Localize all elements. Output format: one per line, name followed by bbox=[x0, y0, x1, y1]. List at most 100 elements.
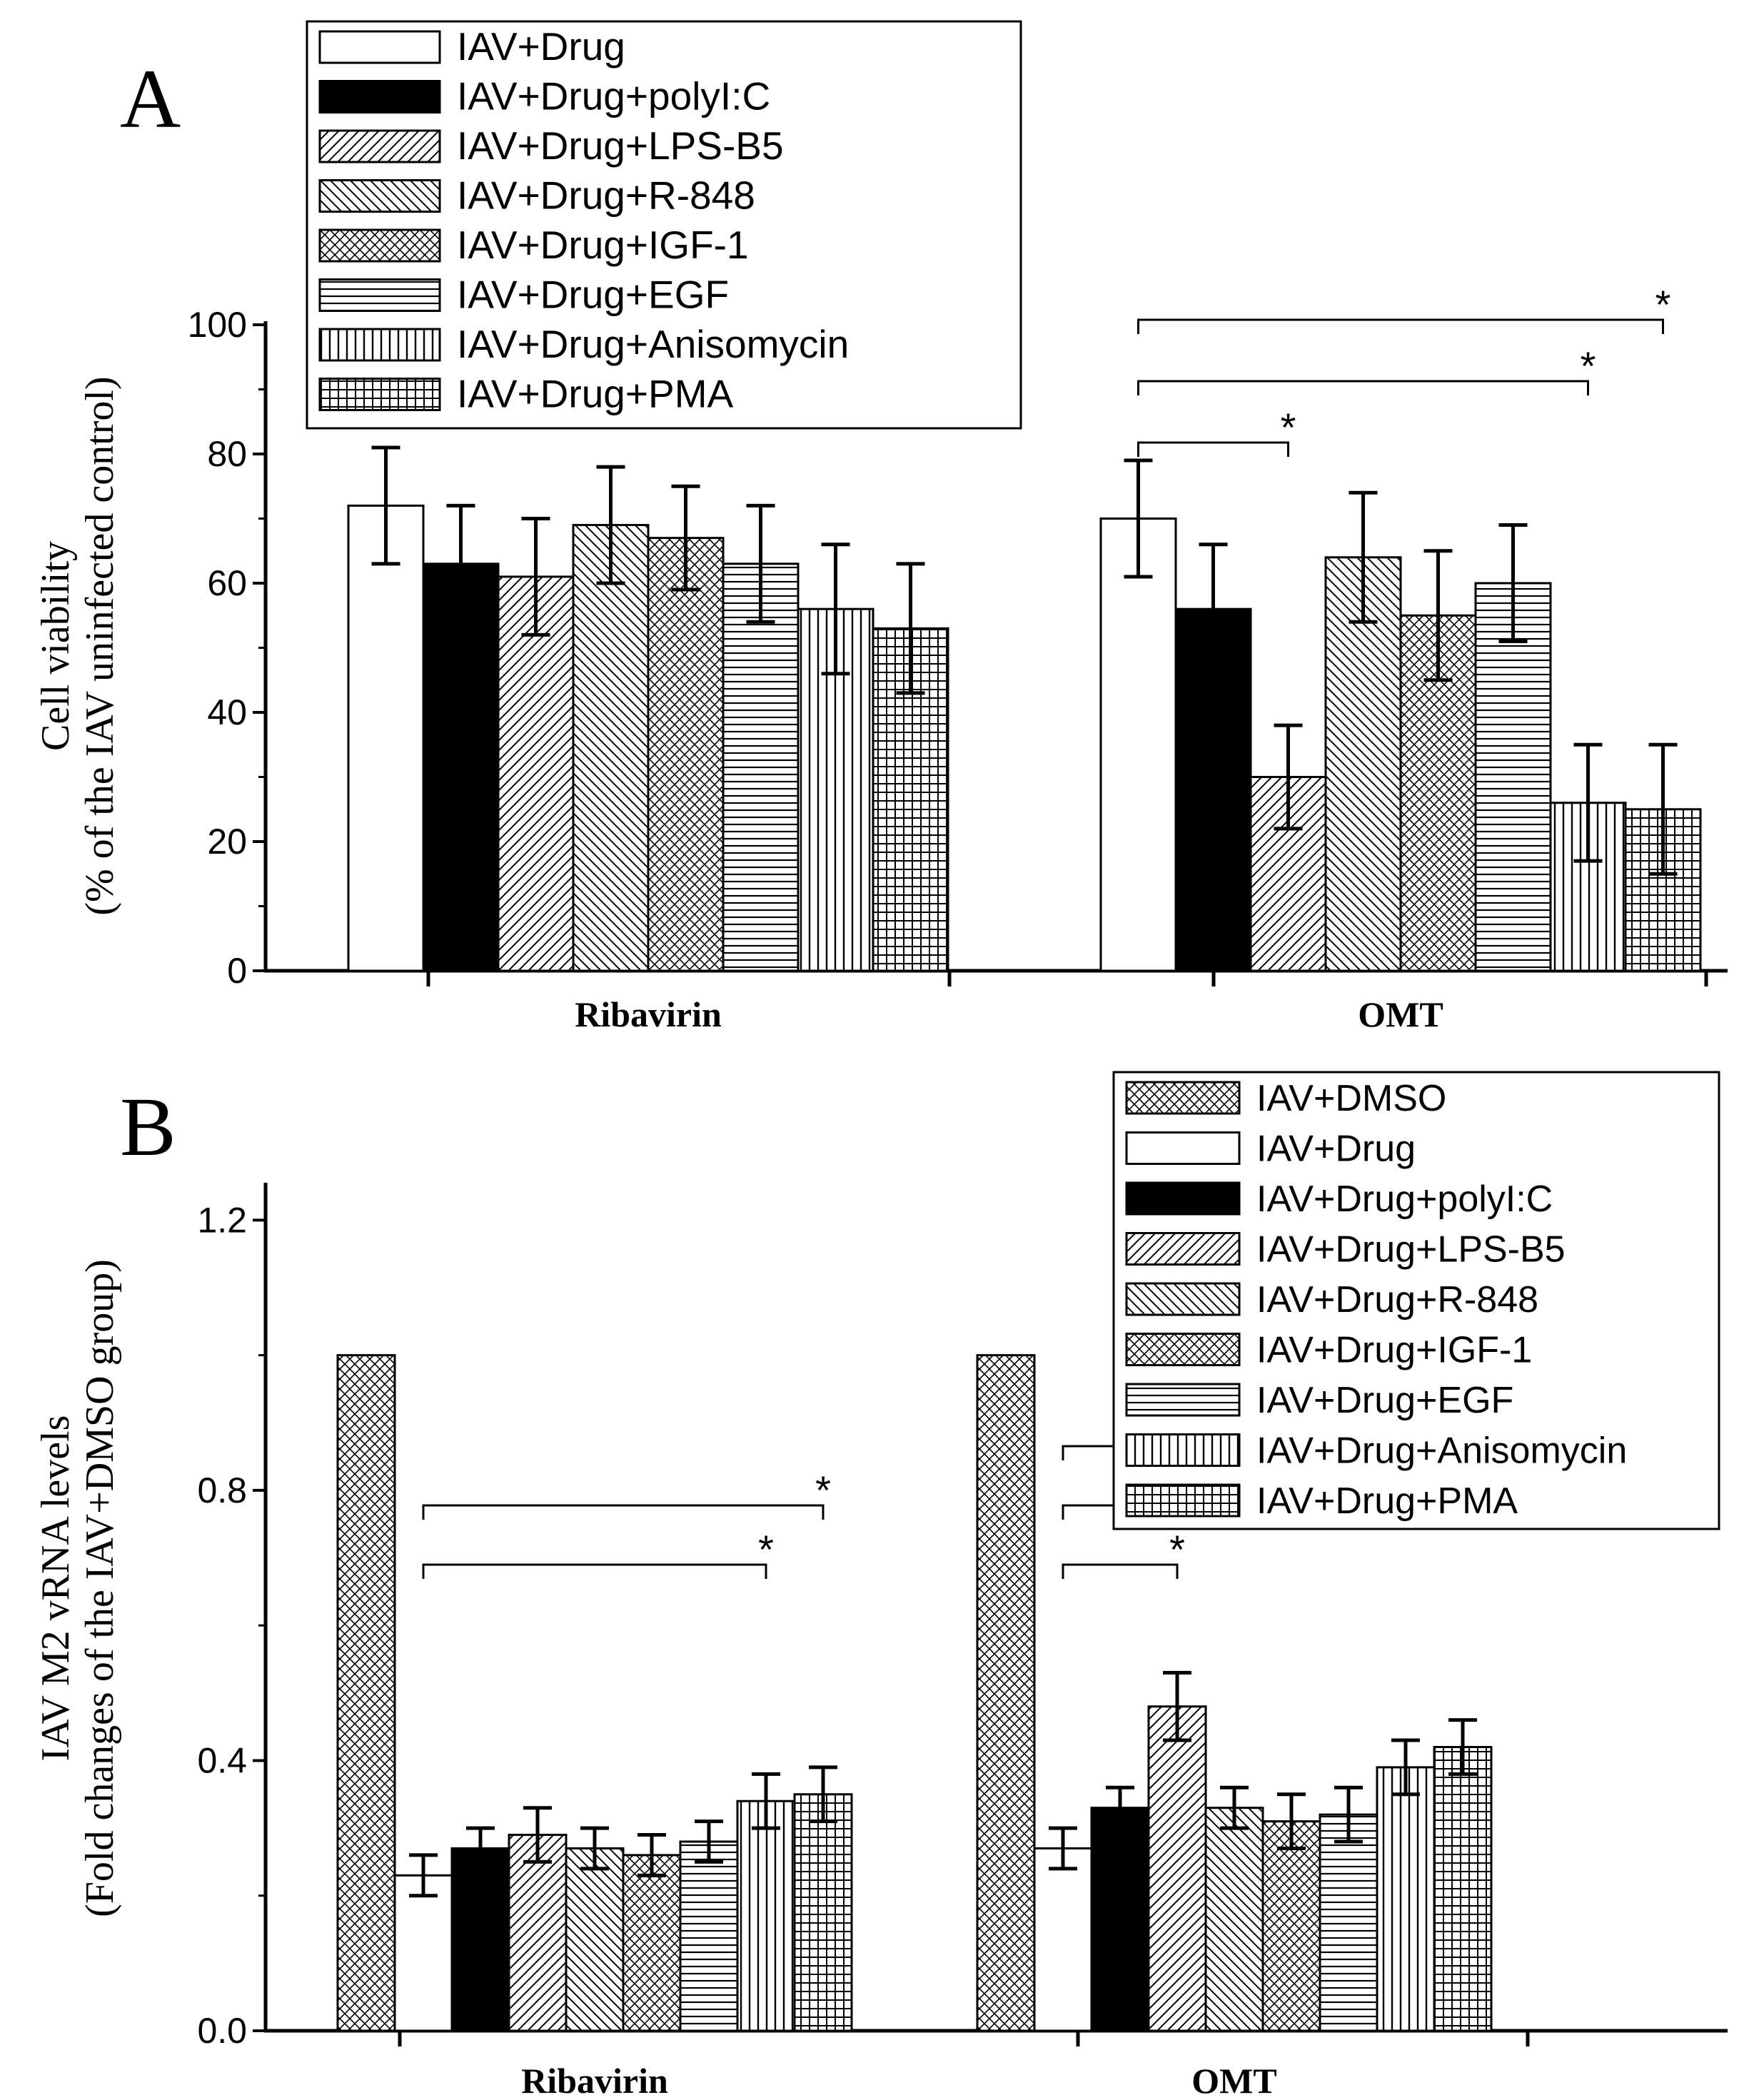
legend-label: IAV+Drug+R-848 bbox=[1256, 1279, 1538, 1321]
bar bbox=[736, 1799, 796, 2032]
legend-swatch bbox=[318, 278, 441, 312]
legend-item: IAV+Drug+PMA bbox=[318, 372, 734, 416]
bar bbox=[722, 562, 800, 972]
legend-item: IAV+Drug bbox=[318, 24, 625, 69]
legend-swatch bbox=[318, 80, 441, 113]
legend-label: IAV+Drug+LPS-B5 bbox=[457, 123, 784, 168]
legend-label: IAV+Drug+EGF bbox=[1256, 1380, 1513, 1421]
legend-item: IAV+Drug+IGF-1 bbox=[318, 223, 749, 267]
panel-b-ylabel-sub: (Fold changes of the IAV+DMSO group) bbox=[78, 1259, 122, 1917]
legend-item: IAV+Drug+Anisomycin bbox=[1125, 1430, 1627, 1472]
bar bbox=[422, 562, 500, 972]
bar bbox=[1204, 1807, 1264, 2032]
bar bbox=[647, 537, 725, 972]
significance-star: * bbox=[1655, 282, 1671, 327]
legend-label: IAV+Drug+PMA bbox=[457, 372, 734, 416]
legend-label: IAV+Drug+polyI:C bbox=[457, 74, 770, 118]
bar bbox=[1261, 1820, 1321, 2032]
bar bbox=[1376, 1766, 1436, 2032]
panel-b-ylabel: IAV M2 vRNA levels bbox=[34, 1415, 78, 1762]
legend-item: IAV+Drug+EGF bbox=[1125, 1380, 1513, 1421]
y-tick-label: 1.2 bbox=[197, 1200, 247, 1240]
significance-bracket bbox=[1137, 441, 1289, 457]
category-label: OMT bbox=[1191, 2061, 1276, 2100]
legend-swatch bbox=[1125, 1333, 1241, 1366]
bar bbox=[793, 1793, 853, 2032]
bar bbox=[1433, 1746, 1493, 2032]
bar bbox=[1099, 518, 1177, 972]
legend: IAV+DMSO IAV+Drug IAV+Drug+polyI:C IAV+Drug… bbox=[1112, 1071, 1720, 1530]
category-label: Ribavirin bbox=[575, 994, 722, 1034]
significance-bracket bbox=[1137, 380, 1589, 395]
y-tick-label: 100 bbox=[188, 305, 247, 345]
bar bbox=[1324, 556, 1402, 972]
bar bbox=[347, 504, 425, 972]
legend-item: IAV+Drug bbox=[1125, 1129, 1416, 1170]
y-tick-label: 0.4 bbox=[197, 1740, 247, 1780]
significance-star: * bbox=[815, 1468, 831, 1513]
legend-label: IAV+Drug+IGF-1 bbox=[1256, 1330, 1532, 1371]
bar bbox=[393, 1874, 453, 2032]
legend-label: IAV+Drug+IGF-1 bbox=[457, 223, 749, 267]
y-tick-label: 80 bbox=[207, 434, 247, 474]
legend-swatch bbox=[1125, 1131, 1241, 1165]
panel-label-a: A bbox=[120, 52, 181, 146]
category-label: Ribavirin bbox=[521, 2061, 668, 2100]
legend-swatch bbox=[1125, 1282, 1241, 1316]
legend-item: IAV+Drug+R-848 bbox=[318, 173, 755, 218]
bar bbox=[497, 575, 575, 972]
significance-star: * bbox=[758, 1527, 774, 1572]
bar bbox=[1147, 1705, 1207, 2032]
bar bbox=[1474, 582, 1552, 972]
legend-label: IAV+Drug+Anisomycin bbox=[1256, 1430, 1627, 1472]
bar bbox=[976, 1354, 1036, 2032]
significance-star: * bbox=[1281, 405, 1296, 450]
legend-item: IAV+Drug+EGF bbox=[318, 273, 729, 317]
legend-swatch bbox=[1125, 1181, 1241, 1216]
bar bbox=[450, 1847, 510, 2032]
legend-swatch bbox=[1125, 1081, 1241, 1115]
legend-item: IAV+Drug+IGF-1 bbox=[1125, 1330, 1532, 1371]
legend-item: IAV+Drug+LPS-B5 bbox=[1125, 1229, 1566, 1271]
category-label: OMT bbox=[1358, 994, 1443, 1034]
panel-label-b: B bbox=[120, 1080, 176, 1173]
bar bbox=[1033, 1847, 1093, 2032]
legend-label: IAV+Drug+R-848 bbox=[457, 173, 755, 218]
significance-star: * bbox=[1581, 343, 1596, 388]
legend-item: IAV+Drug+LPS-B5 bbox=[318, 123, 784, 168]
legend-label: IAV+Drug+Anisomycin bbox=[457, 322, 849, 366]
significance-bracket bbox=[422, 1563, 767, 1579]
legend-item: IAV+Drug+Anisomycin bbox=[318, 322, 849, 366]
legend-swatch bbox=[318, 30, 441, 64]
y-tick-label: 40 bbox=[207, 692, 247, 732]
y-tick-label: 0.8 bbox=[197, 1470, 247, 1510]
legend-label: IAV+Drug+polyI:C bbox=[1256, 1178, 1553, 1220]
y-tick-label: 60 bbox=[207, 563, 247, 603]
legend: IAV+Drug IAV+Drug+polyI:C IAV+Drug+LPS-B5 I… bbox=[306, 20, 1022, 430]
legend-label: IAV+Drug+LPS-B5 bbox=[1256, 1229, 1566, 1271]
legend-swatch bbox=[318, 228, 441, 263]
legend-swatch bbox=[318, 328, 441, 362]
bar bbox=[572, 524, 650, 972]
y-tick-label: 20 bbox=[207, 822, 247, 862]
significance-star: * bbox=[1169, 1527, 1185, 1572]
legend-label: IAV+Drug+PMA bbox=[1256, 1480, 1518, 1522]
legend-label: IAV+Drug+EGF bbox=[457, 273, 729, 317]
panel-a-ylabel: Cell viability bbox=[34, 541, 78, 751]
bar bbox=[336, 1354, 396, 2032]
panel-a-ylabel-sub: (% of the IAV uninfected control) bbox=[78, 376, 122, 915]
legend-swatch bbox=[1125, 1383, 1241, 1417]
legend-swatch bbox=[318, 179, 441, 213]
legend-item: IAV+Drug+PMA bbox=[1125, 1480, 1518, 1522]
legend-swatch bbox=[1125, 1433, 1241, 1467]
legend-swatch bbox=[318, 378, 441, 411]
legend-swatch bbox=[1125, 1483, 1241, 1518]
legend-label: IAV+Drug bbox=[457, 24, 625, 69]
significance-bracket bbox=[422, 1504, 825, 1520]
legend-swatch bbox=[318, 129, 441, 163]
y-tick-label: 0.0 bbox=[197, 2011, 247, 2051]
y-tick-label: 0 bbox=[227, 951, 247, 991]
bar bbox=[565, 1847, 625, 2032]
